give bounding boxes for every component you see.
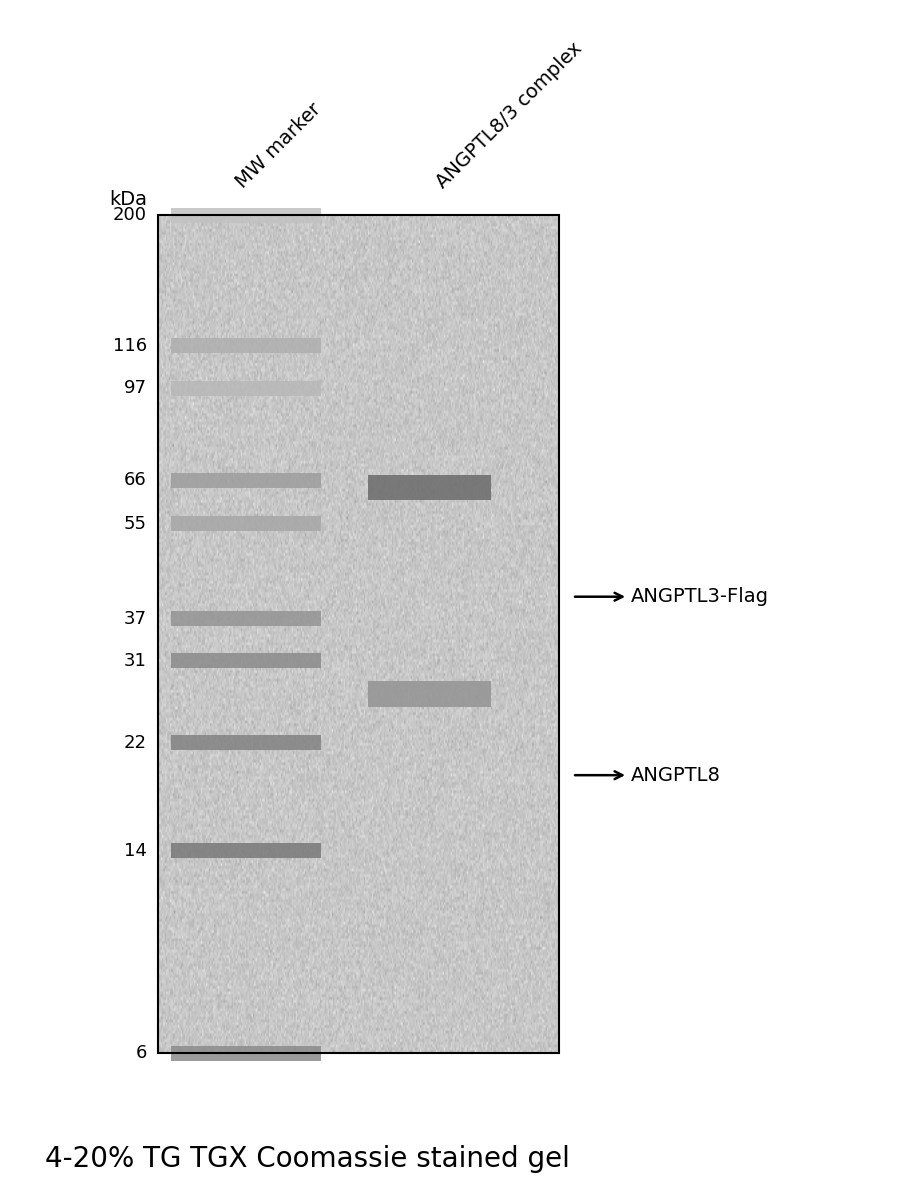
Text: kDa: kDa bbox=[109, 190, 147, 209]
Bar bbox=[171, 654, 321, 668]
Text: 14: 14 bbox=[124, 841, 147, 859]
Bar bbox=[171, 208, 321, 223]
Text: 97: 97 bbox=[123, 379, 147, 397]
Bar bbox=[368, 681, 491, 706]
Text: 6: 6 bbox=[135, 1044, 147, 1063]
Bar bbox=[171, 1046, 321, 1061]
Text: ANGPTL8: ANGPTL8 bbox=[575, 766, 721, 785]
Bar bbox=[171, 612, 321, 626]
Bar bbox=[171, 516, 321, 531]
Bar bbox=[171, 735, 321, 751]
Bar bbox=[171, 473, 321, 488]
Text: 37: 37 bbox=[123, 609, 147, 627]
Bar bbox=[171, 338, 321, 353]
Bar bbox=[158, 215, 559, 1053]
Text: 200: 200 bbox=[113, 206, 147, 225]
Text: 31: 31 bbox=[124, 652, 147, 670]
Text: 55: 55 bbox=[123, 515, 147, 533]
Text: 22: 22 bbox=[123, 734, 147, 752]
Bar bbox=[171, 844, 321, 858]
Text: 66: 66 bbox=[124, 472, 147, 490]
Text: 4-20% TG TGX Coomassie stained gel: 4-20% TG TGX Coomassie stained gel bbox=[45, 1146, 570, 1173]
Text: ANGPTL8/3 complex: ANGPTL8/3 complex bbox=[432, 38, 587, 192]
Bar bbox=[171, 381, 321, 396]
Text: 116: 116 bbox=[113, 336, 147, 354]
Text: ANGPTL3-Flag: ANGPTL3-Flag bbox=[575, 588, 769, 606]
Bar bbox=[368, 475, 491, 500]
Text: MW marker: MW marker bbox=[232, 99, 325, 192]
